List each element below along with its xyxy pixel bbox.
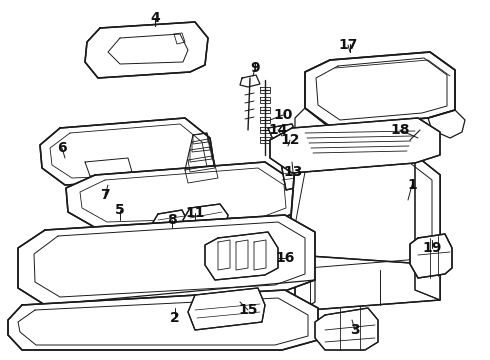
Text: 9: 9 <box>250 61 260 75</box>
Text: 2: 2 <box>170 311 180 325</box>
Text: 13: 13 <box>283 165 303 179</box>
Polygon shape <box>18 215 315 305</box>
Polygon shape <box>40 118 215 185</box>
Text: 11: 11 <box>185 206 205 220</box>
Polygon shape <box>415 155 440 300</box>
Polygon shape <box>268 124 298 142</box>
Polygon shape <box>275 132 296 152</box>
Polygon shape <box>410 234 452 278</box>
Text: 5: 5 <box>115 203 125 217</box>
Text: 6: 6 <box>57 141 67 155</box>
Text: 17: 17 <box>338 38 358 52</box>
Polygon shape <box>288 155 440 275</box>
Text: 19: 19 <box>422 241 441 255</box>
Polygon shape <box>295 255 440 310</box>
Text: 1: 1 <box>407 178 417 192</box>
Polygon shape <box>183 204 228 232</box>
Text: 3: 3 <box>350 323 360 337</box>
Polygon shape <box>152 210 188 236</box>
Text: 4: 4 <box>150 11 160 25</box>
Polygon shape <box>315 308 378 350</box>
Text: 12: 12 <box>280 133 300 147</box>
Text: 15: 15 <box>238 303 258 317</box>
Text: 7: 7 <box>100 188 110 202</box>
Polygon shape <box>188 288 265 330</box>
Polygon shape <box>280 154 308 190</box>
Polygon shape <box>205 232 278 280</box>
Polygon shape <box>305 52 455 126</box>
Text: 14: 14 <box>268 123 288 137</box>
Polygon shape <box>270 118 440 173</box>
Polygon shape <box>85 22 208 78</box>
Text: 8: 8 <box>167 213 177 227</box>
Text: 16: 16 <box>275 251 294 265</box>
Text: 18: 18 <box>390 123 410 137</box>
Polygon shape <box>8 290 318 350</box>
Polygon shape <box>66 162 298 228</box>
Text: 10: 10 <box>273 108 293 122</box>
